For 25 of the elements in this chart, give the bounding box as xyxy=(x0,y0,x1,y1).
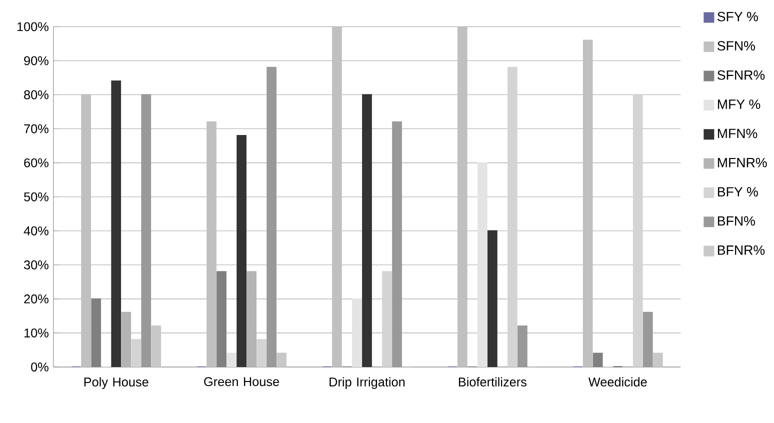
legend-label: SFY % xyxy=(717,12,758,22)
y-tick-label: 90% xyxy=(24,56,48,66)
legend-label: SFNR% xyxy=(717,70,765,80)
y-tick-label: 50% xyxy=(24,192,48,202)
legend-label: SFN% xyxy=(717,41,755,51)
x-tick-label: Drip Irrigation xyxy=(330,377,405,389)
y-tick-label: 0% xyxy=(31,362,48,372)
y-tick-label: 100% xyxy=(17,22,48,32)
legend-label: MFN% xyxy=(718,128,758,138)
legend-label: BFY % xyxy=(718,187,758,196)
x-tick-label: Biofertilizers xyxy=(458,377,526,386)
y-tick-label: 20% xyxy=(24,294,48,304)
y-tick-label: 70% xyxy=(24,124,48,134)
legend-label: BFN% xyxy=(718,216,755,226)
y-tick-label: 30% xyxy=(24,260,48,270)
x-tick-label: Weedicide xyxy=(588,377,647,386)
legend-label: BFNR% xyxy=(718,245,765,255)
y-tick-label: 10% xyxy=(24,328,48,338)
legend-label: MFNR% xyxy=(718,158,767,168)
y-tick-label: 60% xyxy=(24,158,48,168)
legend-label: MFY % xyxy=(718,100,760,109)
x-tick-label: Poly House xyxy=(84,377,148,389)
y-tick-label: 40% xyxy=(24,226,48,236)
x-tick-label: Green House xyxy=(204,377,280,386)
y-tick-label: 80% xyxy=(24,90,48,100)
